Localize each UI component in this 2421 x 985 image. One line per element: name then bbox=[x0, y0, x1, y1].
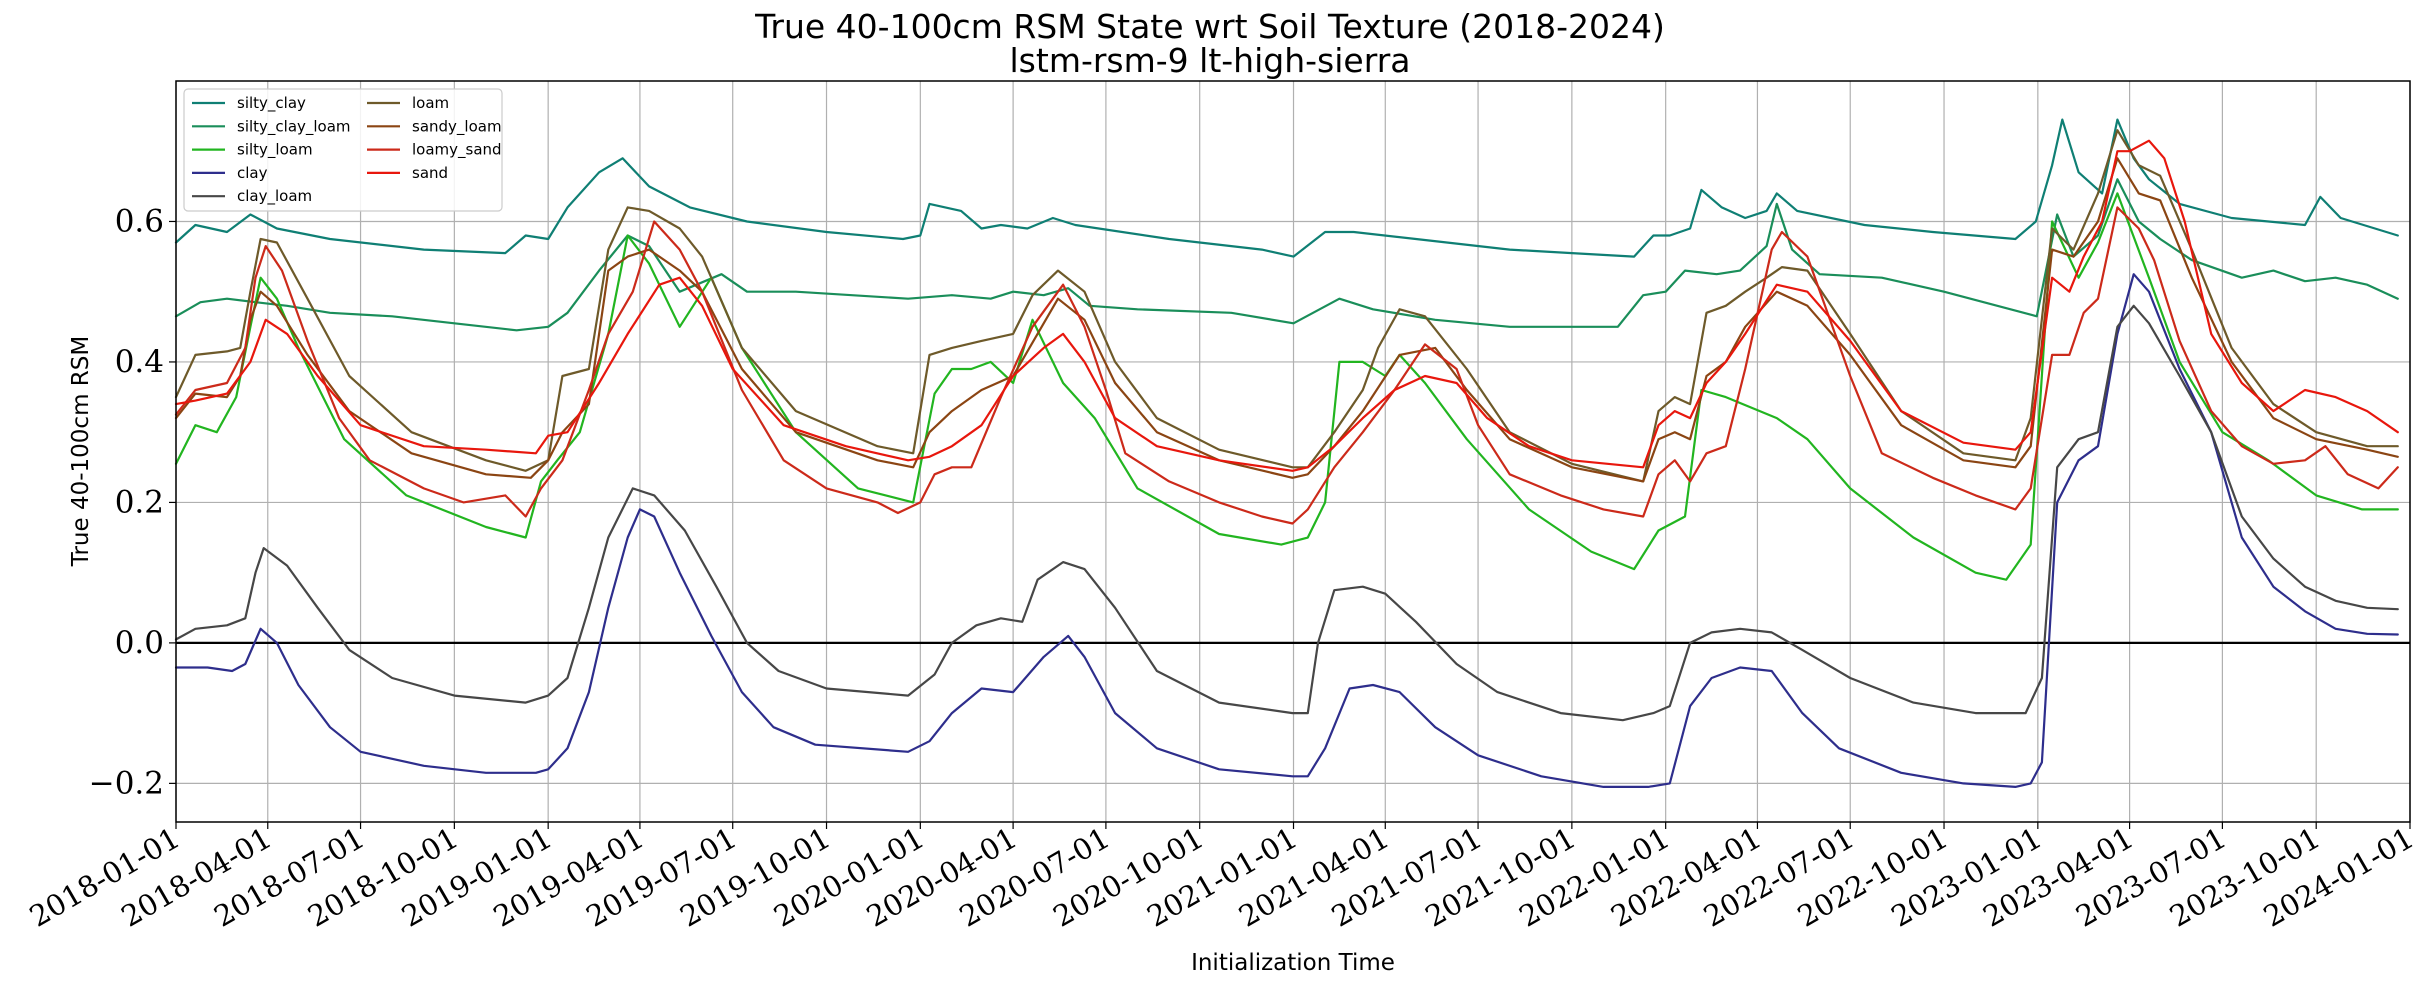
series-line-loam bbox=[174, 129, 2399, 483]
series-line-clay bbox=[174, 273, 2399, 789]
series-line-silty_clay bbox=[174, 118, 2399, 258]
legend-frame bbox=[183, 88, 503, 212]
y-tick-label: −0.2 bbox=[89, 765, 164, 801]
chart-title: True 40-100cm RSM State wrt Soil Texture… bbox=[754, 7, 1665, 46]
legend-label: loam bbox=[412, 94, 449, 112]
series-line-silty_clay_loam bbox=[174, 178, 2399, 332]
series-line-sandy_loam bbox=[174, 157, 2399, 483]
series-line-sand bbox=[174, 139, 2399, 472]
y-axis-ticks: −0.2 0.0 0.2 0.4 0.6 bbox=[89, 203, 176, 801]
y-axis-label: True 40-100cm RSM bbox=[68, 336, 94, 567]
y-tick-label: 0.4 bbox=[115, 344, 164, 380]
x-axis-label: Initialization Time bbox=[1191, 950, 1395, 976]
y-tick-label: 0.0 bbox=[115, 625, 164, 661]
legend-label: silty_clay bbox=[237, 94, 306, 113]
legend-label: clay_loam bbox=[237, 187, 312, 206]
series-line-clay_loam bbox=[174, 304, 2399, 722]
legend-label: silty_clay_loam bbox=[237, 117, 351, 136]
y-tick-label: 0.2 bbox=[115, 484, 164, 520]
legend-label: sand bbox=[412, 164, 448, 182]
legend-label: clay bbox=[237, 164, 268, 182]
legend-label: silty_loam bbox=[237, 141, 313, 160]
y-tick-label: 0.6 bbox=[115, 203, 164, 239]
series-line-silty_loam bbox=[174, 192, 2399, 581]
legend-label: loamy_sand bbox=[412, 141, 502, 160]
legend-label: sandy_loam bbox=[412, 117, 502, 136]
chart-subtitle: lstm-rsm-9 lt-high-sierra bbox=[1010, 41, 1411, 80]
x-axis-ticks: 2018-01-012018-04-012018-07-012018-10-01… bbox=[24, 821, 2420, 934]
series-line-loamy_sand bbox=[174, 206, 2399, 525]
series-lines bbox=[174, 118, 2399, 789]
